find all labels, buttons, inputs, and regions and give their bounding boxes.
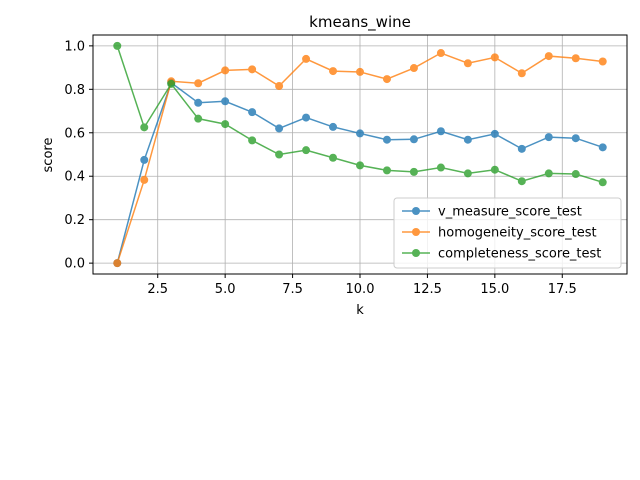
data-point-v_measure_score_test-k11	[382, 135, 391, 144]
data-point-homogeneity_score_test-k9	[329, 67, 338, 76]
data-point-completeness_score_test-k7	[275, 150, 284, 159]
data-point-v_measure_score_test-k7	[275, 124, 284, 133]
legend: v_measure_score_test homogeneity_score_te…	[393, 197, 622, 269]
data-point-v_measure_score_test-k2	[140, 155, 149, 164]
y-tick-label: 0.2	[64, 213, 85, 228]
data-point-completeness_score_test-k14	[463, 169, 472, 178]
series-homogeneity_score_test	[113, 49, 607, 268]
legend-entry-homogeneity_score_test	[402, 228, 430, 236]
data-point-completeness_score_test-k15	[490, 165, 499, 174]
legend-entry-completeness_score_test	[402, 249, 430, 257]
data-point-homogeneity_score_test-k16	[517, 69, 526, 78]
x-axis-ticks: 2.5 5.0 7.5 10.0 12.5 15.0 17.5	[147, 274, 577, 297]
data-point-completeness_score_test-k9	[329, 153, 338, 162]
data-point-completeness_score_test-k18	[571, 170, 580, 179]
data-point-homogeneity_score_test-k10	[356, 67, 364, 76]
data-point-completeness_score_test-k13	[436, 163, 445, 172]
data-point-homogeneity_score_test-k12	[409, 64, 418, 73]
series-v_measure_score_test	[113, 78, 607, 268]
legend-label-completeness_score_test: completeness_score_test	[438, 247, 601, 262]
x-tick-label: 5.0	[215, 282, 236, 297]
data-point-homogeneity_score_test-k13	[436, 49, 445, 58]
data-point-v_measure_score_test-k13	[436, 127, 445, 136]
data-point-v_measure_score_test-k9	[329, 122, 338, 131]
data-point-v_measure_score_test-k18	[571, 134, 580, 143]
data-point-completeness_score_test-k12	[409, 167, 418, 176]
y-tick-label: 0.8	[64, 83, 85, 98]
data-point-homogeneity_score_test-k4	[194, 79, 203, 88]
series-completeness_score_test	[113, 41, 607, 187]
data-point-homogeneity_score_test-k17	[544, 52, 553, 61]
data-point-completeness_score_test-k17	[544, 169, 553, 178]
data-point-v_measure_score_test-k12	[409, 135, 418, 144]
data-point-v_measure_score_test-k14	[463, 135, 472, 144]
x-tick-label: 17.5	[548, 282, 577, 297]
data-point-homogeneity_score_test-k2	[140, 175, 149, 184]
data-point-completeness_score_test-k1	[113, 41, 122, 50]
x-tick-label: 10.0	[346, 282, 375, 297]
data-point-homogeneity_score_test-k15	[490, 53, 499, 62]
data-point-homogeneity_score_test-k5	[221, 66, 230, 75]
legend-label-v_measure_score_test: v_measure_score_test	[438, 205, 582, 220]
data-point-homogeneity_score_test-k11	[382, 75, 391, 84]
x-tick-label: 12.5	[413, 282, 442, 297]
data-point-homogeneity_score_test-k1	[113, 259, 122, 268]
data-point-completeness_score_test-k3	[167, 79, 176, 88]
y-tick-label: 0.0	[64, 257, 85, 272]
x-tick-label: 2.5	[147, 282, 168, 297]
data-point-v_measure_score_test-k16	[517, 144, 526, 153]
data-point-v_measure_score_test-k19	[598, 143, 607, 152]
data-point-completeness_score_test-k11	[382, 166, 391, 175]
y-axis-ticks: 0.0 0.2 0.4 0.6 0.8 1.0	[64, 39, 93, 272]
legend-entry-v_measure_score_test	[402, 207, 430, 215]
y-tick-label: 0.6	[64, 126, 85, 141]
legend-label-homogeneity_score_test: homogeneity_score_test	[438, 226, 597, 241]
x-axis-label: k	[356, 303, 364, 318]
data-point-v_measure_score_test-k8	[302, 113, 311, 122]
data-point-homogeneity_score_test-k19	[598, 57, 607, 66]
data-point-completeness_score_test-k10	[356, 161, 364, 170]
data-point-completeness_score_test-k5	[221, 120, 230, 129]
data-point-completeness_score_test-k8	[302, 146, 311, 155]
x-tick-label: 7.5	[282, 282, 303, 297]
legend-box	[393, 197, 622, 269]
data-point-v_measure_score_test-k5	[221, 97, 230, 106]
data-point-homogeneity_score_test-k8	[302, 54, 311, 63]
data-point-homogeneity_score_test-k7	[275, 82, 284, 91]
y-axis-label: score	[41, 138, 56, 173]
legend-marker-homogeneity_score_test	[412, 228, 420, 236]
series-layer	[113, 41, 607, 268]
data-point-completeness_score_test-k4	[194, 114, 203, 123]
data-point-v_measure_score_test-k10	[356, 129, 364, 138]
data-point-v_measure_score_test-k6	[248, 108, 257, 117]
data-point-completeness_score_test-k16	[517, 177, 526, 186]
legend-marker-completeness_score_test	[412, 249, 420, 257]
data-point-completeness_score_test-k6	[248, 136, 257, 145]
data-point-homogeneity_score_test-k18	[571, 54, 580, 63]
data-point-completeness_score_test-k2	[140, 123, 149, 132]
data-point-homogeneity_score_test-k6	[248, 65, 257, 74]
data-point-v_measure_score_test-k4	[194, 98, 203, 107]
data-point-homogeneity_score_test-k14	[463, 59, 472, 68]
data-point-v_measure_score_test-k15	[490, 129, 499, 138]
chart-title: kmeans_wine	[309, 13, 411, 32]
y-tick-label: 0.4	[64, 170, 85, 185]
legend-marker-v_measure_score_test	[412, 207, 420, 215]
data-point-completeness_score_test-k19	[598, 178, 607, 187]
x-tick-label: 15.0	[480, 282, 509, 297]
data-point-v_measure_score_test-k17	[544, 133, 553, 142]
y-tick-label: 1.0	[64, 39, 85, 54]
